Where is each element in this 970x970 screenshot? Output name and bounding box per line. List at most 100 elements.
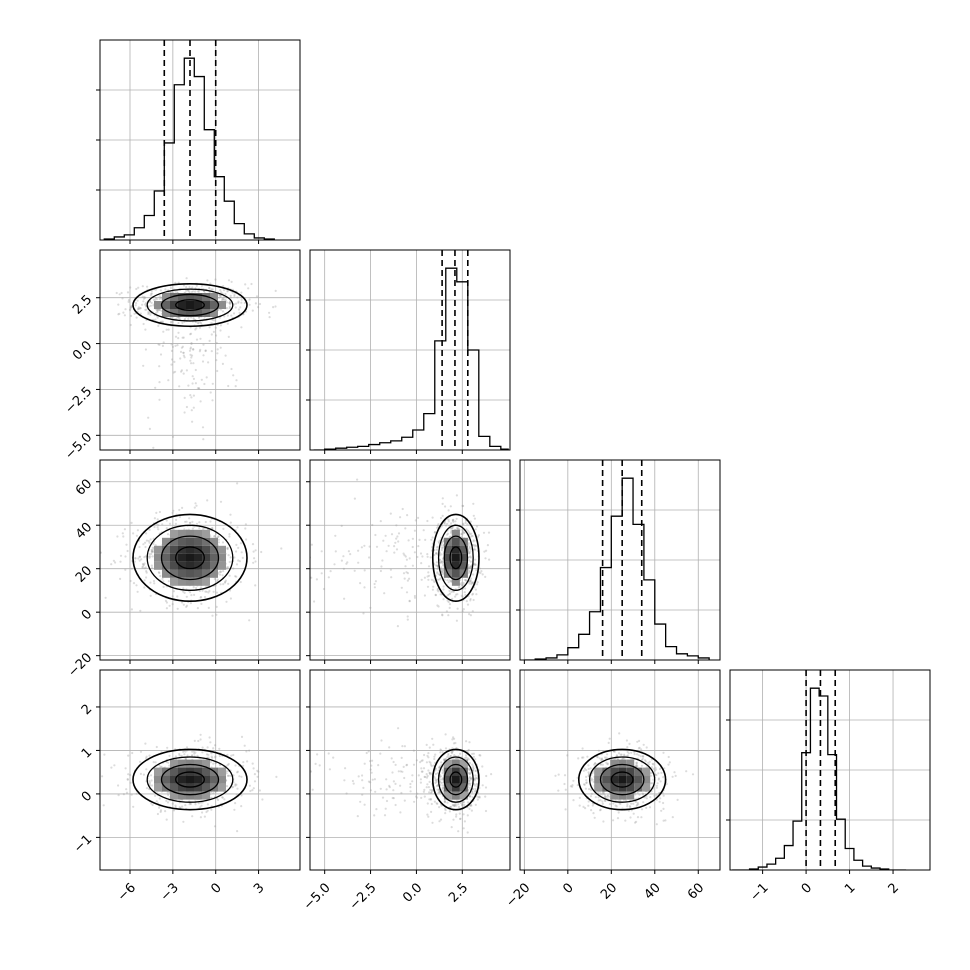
density-cell (186, 553, 194, 562)
density-cell (154, 775, 162, 784)
density-cell (170, 775, 178, 784)
x-tick-label: −6 (115, 880, 139, 904)
density-cell (602, 775, 611, 784)
contour-2 (146, 288, 234, 322)
contour-2 (437, 524, 474, 591)
density-cell (186, 545, 194, 554)
histogram-step (732, 687, 907, 870)
y-tick-label: 40 (73, 520, 95, 542)
density-cell (154, 767, 162, 776)
density-cell (218, 553, 226, 562)
density-cell (459, 767, 468, 776)
y-tick-label: 1 (79, 745, 95, 761)
x-tick-label: 0 (208, 880, 224, 896)
contour-2 (437, 756, 474, 803)
panel-2d-2-0 (96, 459, 301, 664)
density-cell (186, 791, 194, 800)
density-cell (194, 569, 202, 578)
x-tick-label: 3 (251, 880, 267, 896)
density-cell (451, 537, 460, 546)
density-cell (626, 783, 635, 792)
density-cell (202, 759, 210, 768)
density-cell (162, 537, 170, 546)
x-tick-label: 1 (842, 880, 858, 896)
density-cell (178, 791, 186, 800)
density-cell (202, 309, 210, 317)
density-cell (194, 791, 202, 800)
density-cell (202, 561, 210, 570)
density-cell (154, 545, 162, 554)
panel-frame (99, 249, 301, 451)
contour-1 (599, 763, 645, 796)
density-cell (210, 537, 218, 546)
panel-frame (729, 669, 931, 871)
density-cell (178, 293, 186, 301)
histogram-step (524, 477, 710, 660)
contour-3 (132, 283, 248, 328)
panel-frame (519, 459, 721, 661)
density-cell (178, 537, 186, 546)
y-tick-label: −2.5 (62, 384, 95, 417)
density-cell (194, 529, 202, 538)
density-cell (170, 529, 178, 538)
panel-2d-1-0 (96, 249, 301, 454)
contour-3 (431, 513, 480, 603)
density-cell (170, 759, 178, 768)
density-cell (218, 545, 226, 554)
x-tick-label: −2.5 (347, 880, 380, 913)
density-cell (626, 767, 635, 776)
density-cell (218, 783, 226, 792)
contour-2 (146, 524, 234, 591)
density-cell (459, 775, 468, 784)
density-cell (162, 293, 170, 301)
density-cell (170, 561, 178, 570)
contour-2 (146, 756, 234, 803)
density-cell (451, 569, 460, 578)
density-cell (178, 561, 186, 570)
y-tick-label: 2 (79, 702, 95, 718)
density-cell (162, 569, 170, 578)
y-tick-label: 0 (79, 607, 95, 623)
density-cell (162, 309, 170, 317)
density-cell (451, 529, 460, 538)
density-cell (210, 553, 218, 562)
density-cell (618, 759, 627, 768)
density-cell (194, 759, 202, 768)
density-cell (170, 545, 178, 554)
density-cell (202, 545, 210, 554)
density-cell (634, 767, 643, 776)
x-tick-label: 40 (642, 880, 664, 902)
y-tick-label: 0 (79, 789, 95, 805)
panel-2d-3-0 (96, 669, 301, 874)
density-cell (186, 529, 194, 538)
density-cell (186, 301, 194, 309)
density-cell (443, 545, 452, 554)
density-cell (162, 775, 170, 784)
density-cell (178, 767, 186, 776)
x-tick-label: 0 (560, 880, 576, 896)
density-cell (170, 791, 178, 800)
x-tick-label: −3 (158, 880, 182, 904)
density-cell (451, 775, 460, 784)
density-cell (443, 775, 452, 784)
density-cell (210, 301, 218, 309)
density-cell (186, 293, 194, 301)
density-cell (594, 767, 603, 776)
density-cell (202, 775, 210, 784)
density-cell (451, 759, 460, 768)
density-cell (194, 293, 202, 301)
density-cell (162, 561, 170, 570)
density-cell (218, 561, 226, 570)
panel-2d-3-2 (516, 669, 721, 874)
density-cell (218, 775, 226, 784)
density-cell (186, 577, 194, 586)
density-cell (186, 759, 194, 768)
density-cell (202, 293, 210, 301)
density-cell (194, 783, 202, 792)
density-cell (170, 783, 178, 792)
contour-1 (160, 763, 220, 796)
density-cell (210, 545, 218, 554)
panel-frame (309, 249, 511, 451)
histogram-step (103, 57, 275, 240)
density-cell (602, 783, 611, 792)
